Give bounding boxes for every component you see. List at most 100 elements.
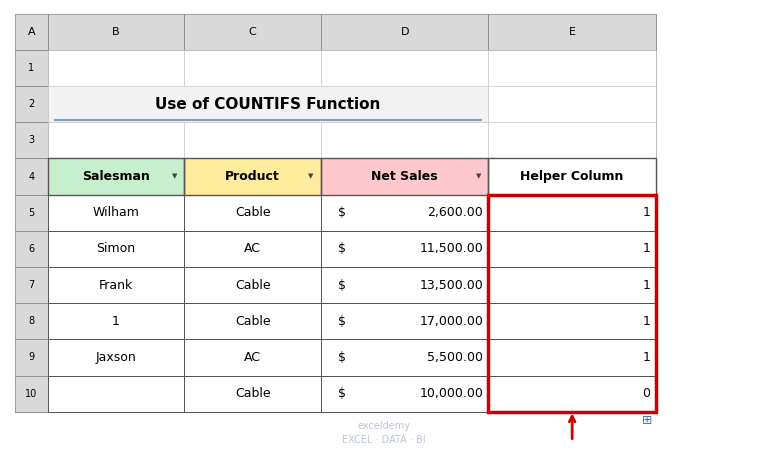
Bar bbox=[15, 158, 48, 195]
Text: 1: 1 bbox=[643, 206, 650, 219]
Text: 0: 0 bbox=[643, 387, 650, 400]
Bar bbox=[184, 267, 321, 303]
Bar bbox=[321, 122, 488, 158]
Bar bbox=[488, 195, 656, 231]
Text: $: $ bbox=[338, 206, 346, 219]
Bar bbox=[321, 231, 488, 267]
Text: 2: 2 bbox=[28, 99, 35, 109]
Bar bbox=[321, 303, 488, 339]
Text: 1: 1 bbox=[643, 315, 650, 328]
Text: B: B bbox=[112, 27, 120, 37]
Bar bbox=[184, 303, 321, 339]
Bar bbox=[321, 339, 488, 376]
Text: Simon: Simon bbox=[97, 242, 135, 256]
Bar bbox=[15, 376, 48, 412]
Bar bbox=[321, 195, 488, 231]
Text: ▼: ▼ bbox=[172, 174, 177, 180]
Bar bbox=[321, 50, 488, 86]
Text: $: $ bbox=[338, 242, 346, 256]
Bar bbox=[184, 267, 321, 303]
Bar bbox=[15, 195, 48, 231]
Bar bbox=[184, 50, 321, 86]
Bar bbox=[488, 267, 656, 303]
Bar bbox=[488, 303, 656, 339]
Bar bbox=[15, 86, 48, 122]
Bar bbox=[15, 14, 656, 412]
Bar bbox=[321, 14, 488, 50]
Bar bbox=[15, 339, 48, 376]
Text: Product: Product bbox=[225, 170, 280, 183]
Bar bbox=[488, 158, 656, 195]
Bar bbox=[321, 158, 488, 195]
Bar bbox=[184, 376, 321, 412]
Text: Cable: Cable bbox=[235, 278, 270, 292]
Bar bbox=[48, 122, 184, 158]
Text: 1: 1 bbox=[112, 315, 120, 328]
Text: Wilham: Wilham bbox=[92, 206, 140, 219]
Bar bbox=[15, 376, 48, 412]
Bar bbox=[488, 267, 656, 303]
Bar bbox=[48, 86, 488, 122]
Text: D: D bbox=[400, 27, 409, 37]
Text: Salesman: Salesman bbox=[82, 170, 150, 183]
Text: Helper Column: Helper Column bbox=[521, 170, 624, 183]
Bar bbox=[48, 50, 184, 86]
Bar bbox=[321, 158, 488, 195]
Bar bbox=[184, 195, 321, 231]
Bar bbox=[48, 231, 184, 267]
Bar bbox=[321, 14, 488, 50]
Text: AC: AC bbox=[244, 242, 261, 256]
Bar bbox=[321, 231, 488, 267]
Bar bbox=[48, 339, 184, 376]
Text: 13,500.00: 13,500.00 bbox=[419, 278, 483, 292]
Text: 4: 4 bbox=[28, 172, 35, 181]
Text: Frank: Frank bbox=[99, 278, 133, 292]
Bar bbox=[15, 14, 48, 50]
Bar bbox=[488, 50, 656, 86]
Bar bbox=[488, 231, 656, 267]
Text: 5,500.00: 5,500.00 bbox=[427, 351, 483, 364]
Bar bbox=[48, 376, 184, 412]
Text: 1: 1 bbox=[28, 63, 35, 73]
Bar bbox=[488, 86, 656, 122]
Bar bbox=[48, 14, 184, 50]
Bar bbox=[184, 14, 321, 50]
Text: 2,600.00: 2,600.00 bbox=[427, 206, 483, 219]
Text: 6: 6 bbox=[28, 244, 35, 254]
Text: Cable: Cable bbox=[235, 387, 270, 400]
Bar bbox=[321, 267, 488, 303]
Text: C: C bbox=[249, 27, 257, 37]
Text: ▼: ▼ bbox=[476, 174, 481, 180]
Text: 7: 7 bbox=[28, 280, 35, 290]
Bar bbox=[184, 122, 321, 158]
Bar bbox=[48, 158, 184, 195]
Bar bbox=[488, 376, 656, 412]
Bar bbox=[15, 267, 48, 303]
Text: Jaxson: Jaxson bbox=[95, 351, 137, 364]
Bar bbox=[15, 50, 48, 86]
Bar bbox=[184, 303, 321, 339]
Text: 8: 8 bbox=[28, 316, 35, 326]
Bar bbox=[321, 50, 488, 86]
Text: 1: 1 bbox=[643, 242, 650, 256]
Bar bbox=[184, 14, 321, 50]
Bar bbox=[488, 86, 656, 122]
Bar bbox=[488, 14, 656, 50]
Text: $: $ bbox=[338, 278, 346, 292]
Bar bbox=[15, 267, 48, 303]
Bar bbox=[488, 122, 656, 158]
Bar bbox=[488, 195, 656, 412]
Bar bbox=[184, 339, 321, 376]
Bar bbox=[15, 122, 48, 158]
Bar bbox=[488, 303, 656, 339]
Bar bbox=[321, 195, 488, 231]
Bar bbox=[48, 303, 184, 339]
Text: Cable: Cable bbox=[235, 206, 270, 219]
Bar bbox=[321, 339, 488, 376]
Bar bbox=[321, 267, 488, 303]
Text: A: A bbox=[28, 27, 35, 37]
Bar bbox=[488, 122, 656, 158]
Bar bbox=[15, 231, 48, 267]
Bar bbox=[184, 231, 321, 267]
Bar bbox=[48, 267, 184, 303]
